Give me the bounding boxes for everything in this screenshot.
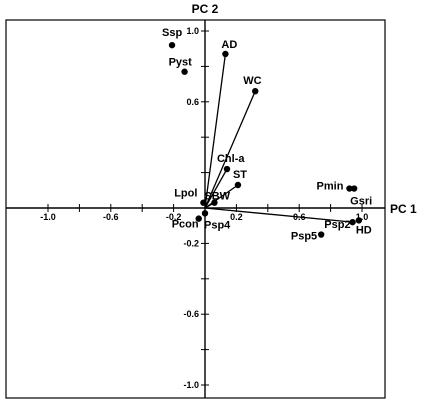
point-label-psp5: Psp5	[291, 231, 317, 243]
x-tick-label: -0.2	[166, 212, 182, 222]
point-psp5	[317, 231, 325, 238]
point-pmin	[346, 185, 353, 192]
point-pcon	[195, 215, 202, 222]
x-tick-label: -0.6	[103, 212, 119, 222]
vector-label-sbw: SBW	[204, 191, 230, 203]
axes: -1.0-0.6-0.20.20.61.01.00.6-0.2-0.6-1.0	[6, 20, 385, 398]
vector-point-st	[234, 181, 242, 189]
point-pyst	[181, 68, 188, 75]
vector-point-sbw	[211, 199, 218, 206]
vector-label-wc: WC	[243, 75, 261, 87]
vector-chl-a	[204, 168, 228, 209]
y-tick-label: 0.6	[186, 97, 199, 107]
point-label-lpol: Lpol	[174, 188, 197, 200]
point-gsri	[350, 185, 358, 192]
x-axis-title: PC 1	[390, 202, 417, 216]
point-hd	[355, 217, 363, 224]
y-tick-label: -0.6	[183, 309, 199, 319]
vector-label-chl-a: Chl-a	[217, 153, 245, 165]
y-tick-label: -0.2	[183, 238, 199, 248]
vector-wc	[204, 90, 256, 209]
vector-point-psp2	[349, 218, 356, 226]
vectors	[204, 53, 353, 223]
x-tick-label: 1.0	[356, 212, 369, 222]
y-tick-label: 1.0	[186, 26, 199, 36]
point-label-hd: HD	[356, 224, 372, 236]
point-lpol	[200, 199, 207, 206]
vector-psp2	[204, 207, 353, 223]
vector-ad	[204, 53, 227, 209]
vector-label-psp2: Psp2	[324, 219, 350, 231]
vector-label-ad: AD	[221, 39, 237, 51]
vector-point-chl-a	[223, 165, 231, 173]
point-label-pcon: Pcon	[172, 219, 199, 231]
points	[168, 41, 363, 238]
vector-point-ad	[222, 50, 229, 58]
point-label-pyst: Pyst	[169, 57, 193, 69]
point-label-pmin: Pmin	[317, 181, 344, 193]
point-ssp	[168, 41, 176, 49]
x-tick-label: -1.0	[40, 212, 56, 222]
vector-point-wc	[252, 87, 259, 95]
point-label-ssp: Ssp	[162, 27, 182, 39]
y-axis-title: PC 2	[192, 2, 219, 16]
point-label-psp4: Psp4	[204, 219, 231, 231]
x-tick-label: 0.2	[230, 212, 243, 222]
point-label-gsri: Gsri	[350, 196, 372, 208]
plot-frame	[5, 19, 386, 399]
y-tick-label: -1.0	[183, 380, 199, 390]
vector-label-st: ST	[233, 169, 247, 181]
point-psp4	[201, 210, 209, 217]
